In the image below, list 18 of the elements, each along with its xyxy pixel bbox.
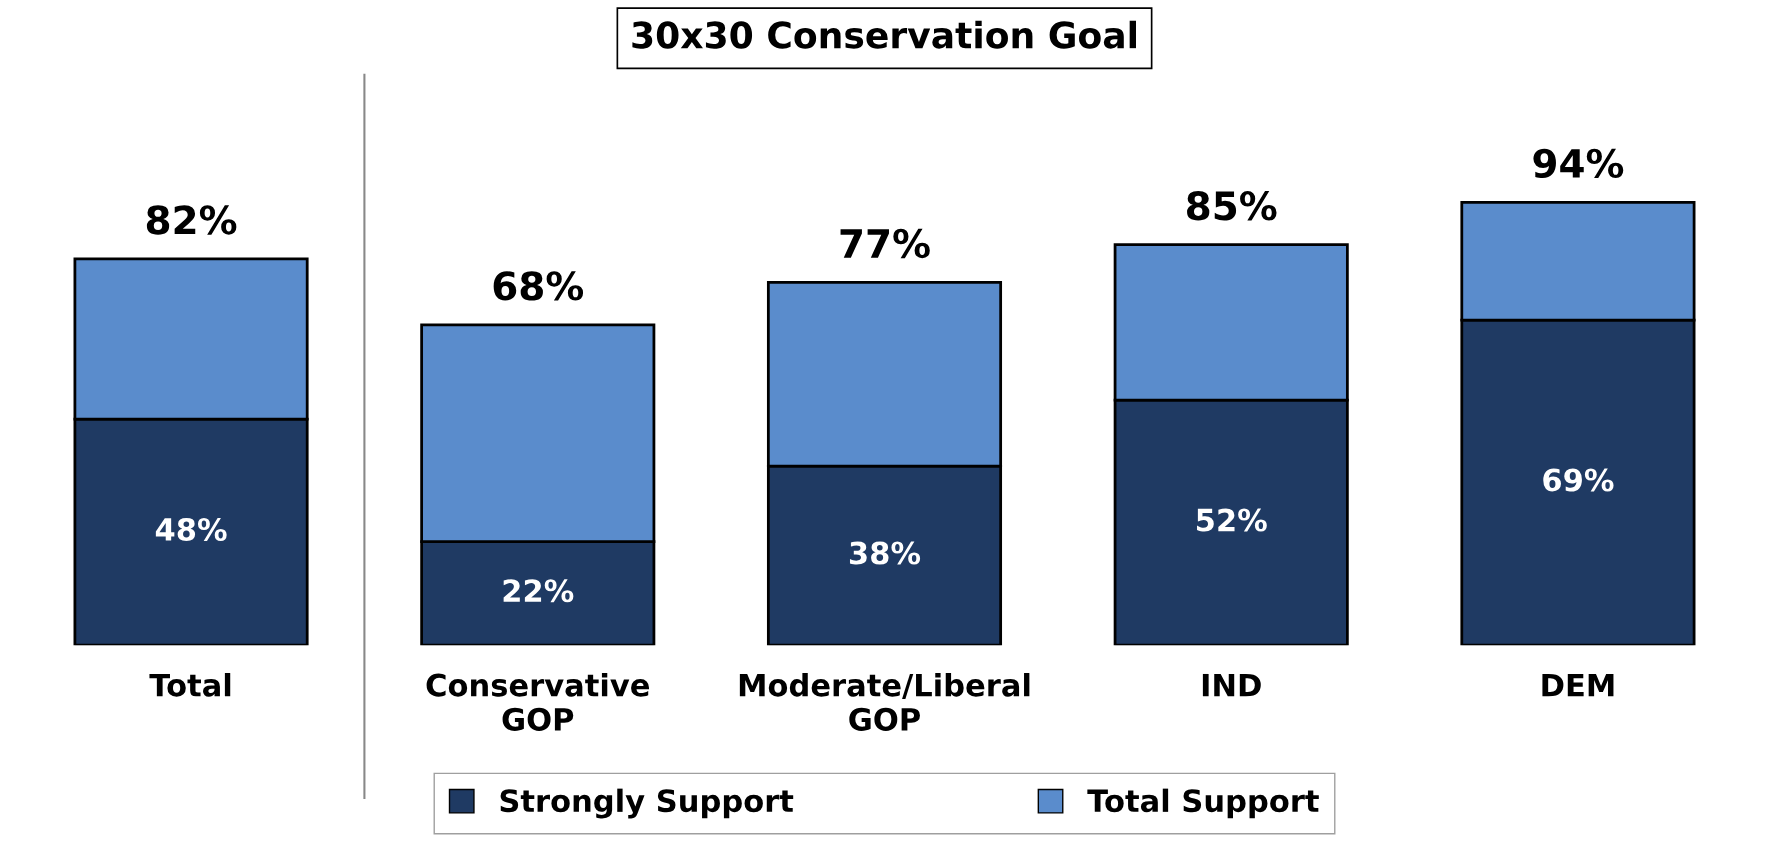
data-label: 52% bbox=[1197, 508, 1267, 532]
legend-label: Total Support bbox=[1087, 788, 1319, 819]
data-label: 22% bbox=[503, 579, 574, 603]
total-label: 85% bbox=[1187, 191, 1277, 221]
data-label: 48% bbox=[155, 517, 227, 542]
data-label: 38% bbox=[849, 541, 921, 565]
chart-title: 30x30 Conservation Goal bbox=[632, 20, 1136, 49]
total-label: 68% bbox=[493, 271, 584, 301]
total-label: 82% bbox=[146, 205, 237, 235]
x-tick-label: Moderate/Liberal GOP bbox=[739, 673, 1030, 731]
x-tick-label: IND bbox=[1202, 673, 1261, 697]
total-label: 94% bbox=[1533, 148, 1624, 179]
total-label: 77% bbox=[840, 228, 930, 259]
legend-label: Strongly Support bbox=[500, 788, 794, 819]
x-tick-label: DEM bbox=[1542, 673, 1614, 697]
data-label: 69% bbox=[1543, 468, 1614, 492]
x-tick-label: Conservative GOP bbox=[426, 673, 649, 731]
x-tick-label: Total bbox=[149, 673, 231, 697]
